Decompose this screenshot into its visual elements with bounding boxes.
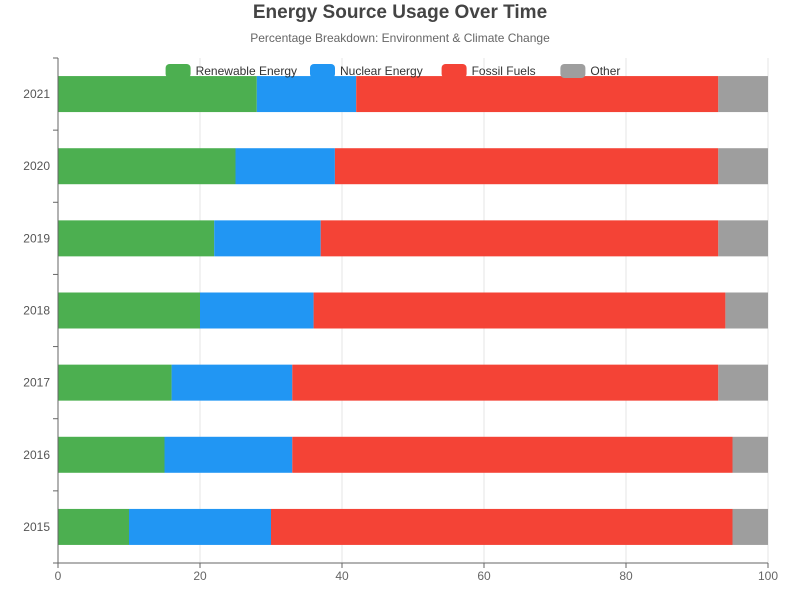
legend-item[interactable]: Nuclear Energy (310, 64, 423, 78)
bar-segment[interactable] (356, 76, 719, 113)
bar-segment[interactable] (58, 508, 129, 545)
bar-segment[interactable] (256, 76, 357, 113)
bar-segment[interactable] (292, 436, 733, 473)
legend-item[interactable]: Other (560, 64, 620, 78)
chart-title: Energy Source Usage Over Time (252, 2, 548, 23)
legend-label[interactable]: Nuclear Energy (340, 64, 423, 78)
bar-segment[interactable] (235, 148, 335, 185)
x-tick-label: 100 (758, 569, 778, 583)
bar-segment[interactable] (718, 148, 768, 185)
legend-swatch[interactable] (310, 64, 335, 78)
bar-segment[interactable] (129, 508, 271, 545)
legend-swatch[interactable] (165, 64, 191, 78)
bar-segment[interactable] (58, 220, 215, 257)
legend-item[interactable]: Fossil Fuels (441, 64, 536, 78)
bar-segment[interactable] (718, 364, 768, 401)
bar-segment[interactable] (718, 76, 768, 113)
y-tick-label: 2017 (23, 376, 50, 390)
bar-segment[interactable] (271, 508, 733, 545)
bar-segment[interactable] (320, 220, 719, 257)
legend-label[interactable]: Other (590, 64, 620, 78)
bar-segment[interactable] (58, 292, 200, 329)
bar-segment[interactable] (58, 364, 172, 401)
y-tick-label: 2016 (23, 448, 50, 462)
bar-segment[interactable] (58, 436, 165, 473)
bar-segment[interactable] (718, 220, 768, 257)
x-tick-label: 0 (55, 569, 62, 583)
legend-label[interactable]: Renewable Energy (196, 64, 297, 78)
legend-item[interactable]: Renewable Energy (165, 64, 297, 78)
bar-segment[interactable] (725, 292, 768, 329)
x-tick-label: 80 (619, 569, 633, 583)
y-tick-label: 2015 (23, 520, 50, 534)
legend-swatch[interactable] (560, 64, 586, 78)
legend-label[interactable]: Fossil Fuels (472, 64, 536, 78)
bar-segment[interactable] (58, 148, 236, 185)
bar-segment[interactable] (164, 436, 293, 473)
y-tick-label: 2021 (23, 87, 50, 101)
y-tick-label: 2018 (23, 304, 50, 318)
x-tick-label: 20 (193, 569, 207, 583)
bar-segment[interactable] (171, 364, 293, 401)
bars (58, 76, 768, 545)
legend-swatch[interactable] (441, 64, 467, 78)
x-tick-label: 40 (335, 569, 349, 583)
y-tick-label: 2019 (23, 231, 50, 245)
bar-segment[interactable] (292, 364, 719, 401)
bar-segment[interactable] (214, 220, 321, 257)
bar-segment[interactable] (200, 292, 314, 329)
axes: 0 20 40 60 80 100 2021 2020 2019 2018 2017 2016 2015 (23, 57, 778, 583)
y-tick-label: 2020 (23, 159, 50, 173)
bar-segment[interactable] (313, 292, 726, 329)
legend[interactable]: Renewable Energy Nuclear Energy Fossil Fue… (165, 64, 621, 78)
chart-subtitle: Percentage Breakdown: Environment & Clim… (250, 31, 550, 45)
bar-segment[interactable] (732, 436, 769, 473)
bar-segment[interactable] (334, 148, 719, 185)
bar-segment[interactable] (732, 508, 769, 545)
x-tick-label: 60 (477, 569, 491, 583)
bar-segment[interactable] (58, 76, 257, 113)
